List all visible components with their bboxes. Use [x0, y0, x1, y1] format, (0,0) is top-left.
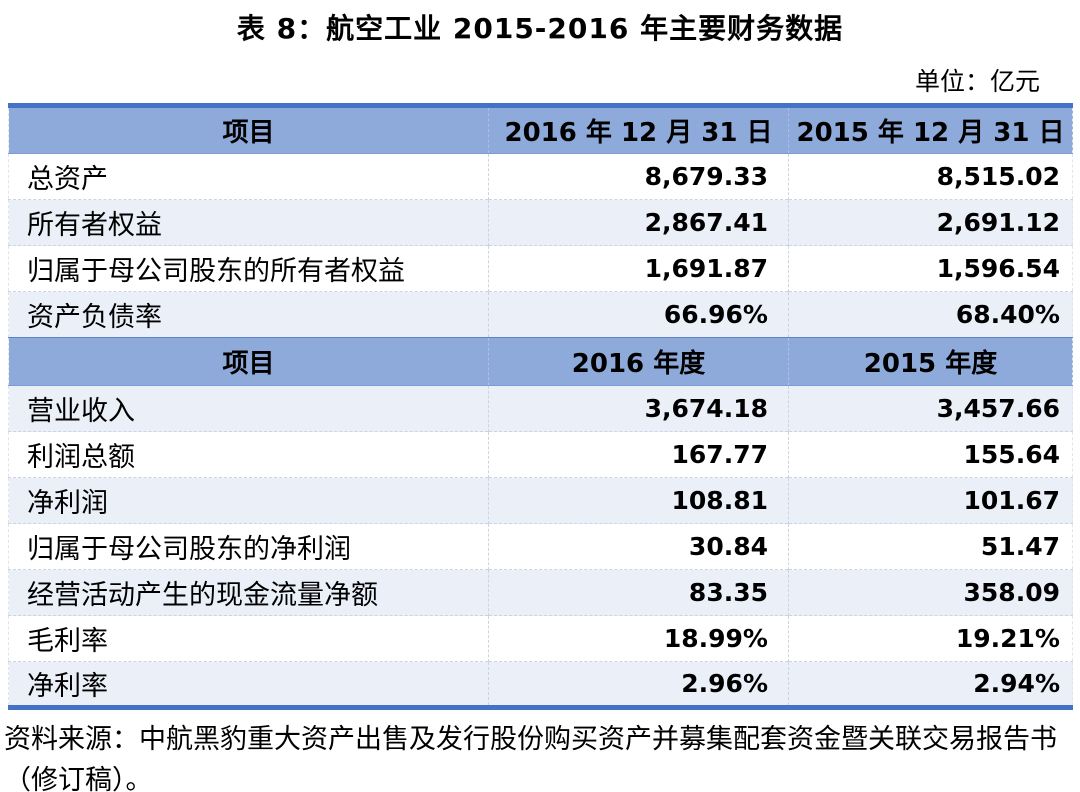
table-row: 利润总额 167.77 155.64	[8, 431, 1073, 478]
value-2015: 358.09	[788, 569, 1073, 616]
column-header-2016-year: 2016 年度	[488, 337, 789, 386]
table-row: 毛利率 18.99% 19.21%	[8, 615, 1073, 662]
table-row: 资产负债率 66.96% 68.40%	[8, 291, 1073, 338]
source-note: 资料来源：中航黑豹重大资产出售及发行股份购买资产并募集配套资金暨关联交易报告书（…	[4, 724, 1057, 792]
column-header-item: 项目	[8, 105, 489, 154]
value-2015: 51.47	[788, 523, 1073, 570]
row-label: 资产负债率	[8, 291, 489, 338]
table-row: 总资产 8,679.33 8,515.02	[8, 153, 1073, 200]
value-2016: 2,867.41	[488, 199, 789, 246]
income-statement-header-row: 项目 2016 年度 2015 年度	[8, 337, 1073, 386]
column-header-2015-date: 2015 年 12 月 31 日	[788, 105, 1073, 154]
value-2016: 83.35	[488, 569, 789, 616]
value-2016: 1,691.87	[488, 245, 789, 292]
value-2016: 8,679.33	[488, 153, 789, 200]
income-statement-section: 项目 2016 年度 2015 年度 营业收入 3,674.18 3,457.6…	[8, 337, 1073, 708]
row-label: 净利率	[8, 661, 489, 708]
value-2016: 3,674.18	[488, 385, 789, 432]
value-2015: 3,457.66	[788, 385, 1073, 432]
value-2015: 19.21%	[788, 615, 1073, 662]
row-label: 利润总额	[8, 431, 489, 478]
financial-data-table: 项目 2016 年 12 月 31 日 2015 年 12 月 31 日 总资产…	[8, 103, 1073, 710]
value-2015: 2,691.12	[788, 199, 1073, 246]
table-row: 归属于母公司股东的净利润 30.84 51.47	[8, 523, 1073, 570]
column-header-2015-year: 2015 年度	[788, 337, 1073, 386]
table-row: 经营活动产生的现金流量净额 83.35 358.09	[8, 569, 1073, 616]
value-2015: 101.67	[788, 477, 1073, 524]
row-label: 净利润	[8, 477, 489, 524]
row-label: 归属于母公司股东的净利润	[8, 523, 489, 570]
row-label: 经营活动产生的现金流量净额	[8, 569, 489, 616]
table-row: 归属于母公司股东的所有者权益 1,691.87 1,596.54	[8, 245, 1073, 292]
table-row: 净利率 2.96% 2.94%	[8, 661, 1073, 708]
table-row: 所有者权益 2,867.41 2,691.12	[8, 199, 1073, 246]
value-2015: 1,596.54	[788, 245, 1073, 292]
value-2016: 18.99%	[488, 615, 789, 662]
value-2015: 8,515.02	[788, 153, 1073, 200]
balance-sheet-section: 项目 2016 年 12 月 31 日 2015 年 12 月 31 日 总资产…	[8, 105, 1073, 338]
row-label: 所有者权益	[8, 199, 489, 246]
value-2016: 167.77	[488, 431, 789, 478]
row-label: 总资产	[8, 153, 489, 200]
value-2016: 108.81	[488, 477, 789, 524]
table-title: 表 8：航空工业 2015-2016 年主要财务数据	[236, 12, 844, 45]
balance-sheet-header-row: 项目 2016 年 12 月 31 日 2015 年 12 月 31 日	[8, 105, 1073, 154]
unit-note: 单位：亿元	[914, 67, 1040, 96]
value-2016: 30.84	[488, 523, 789, 570]
column-header-item: 项目	[8, 337, 489, 386]
value-2016: 2.96%	[488, 661, 789, 708]
table-row: 净利润 108.81 101.67	[8, 477, 1073, 524]
row-label: 归属于母公司股东的所有者权益	[8, 245, 489, 292]
value-2015: 155.64	[788, 431, 1073, 478]
value-2015: 68.40%	[788, 291, 1073, 338]
column-header-2016-date: 2016 年 12 月 31 日	[488, 105, 789, 154]
table-row: 营业收入 3,674.18 3,457.66	[8, 385, 1073, 432]
value-2015: 2.94%	[788, 661, 1073, 708]
value-2016: 66.96%	[488, 291, 789, 338]
row-label: 营业收入	[8, 385, 489, 432]
row-label: 毛利率	[8, 615, 489, 662]
